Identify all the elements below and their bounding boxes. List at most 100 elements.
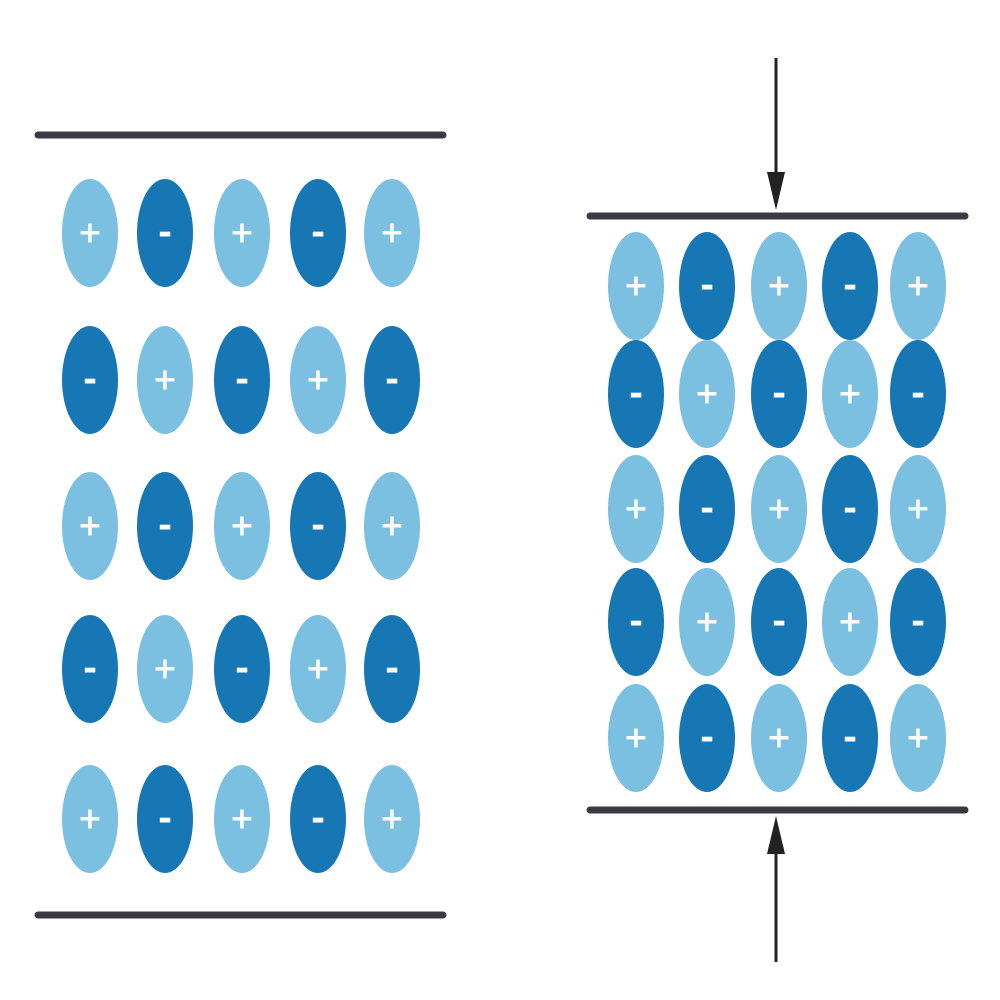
ion-body <box>608 340 664 448</box>
positive-ion: + <box>62 765 118 873</box>
positive-ion: + <box>890 455 946 563</box>
ion-sign-label: - <box>311 799 325 839</box>
positive-ion: + <box>364 472 420 580</box>
ion-body <box>290 615 346 723</box>
negative-ion: - <box>137 179 193 287</box>
negative-ion: - <box>822 455 878 563</box>
ion-body <box>608 568 664 676</box>
ion-body <box>890 684 946 792</box>
positive-ion: + <box>608 684 664 792</box>
positive-ion: + <box>214 472 270 580</box>
negative-ion: - <box>751 568 807 676</box>
ion-body <box>137 615 193 723</box>
ion-body <box>364 326 420 434</box>
ion-sign-label: - <box>311 213 325 253</box>
ion-sign-label: + <box>77 216 102 251</box>
negative-ion: - <box>679 455 735 563</box>
ion-sign-label: + <box>305 652 330 687</box>
ion-sign-label: + <box>229 802 254 837</box>
ion-sign-label: - <box>235 360 249 400</box>
ion-body <box>679 568 735 676</box>
negative-ion: - <box>751 340 807 448</box>
ion-body <box>679 340 735 448</box>
ion-body <box>290 765 346 873</box>
negative-ion: - <box>822 684 878 792</box>
positive-ion: + <box>751 684 807 792</box>
ion-sign-label: - <box>158 506 172 546</box>
ion-sign-label: + <box>694 377 719 412</box>
ion-sign-label: + <box>77 509 102 544</box>
positive-ion: + <box>364 179 420 287</box>
ion-body <box>290 326 346 434</box>
ion-sign-label: + <box>229 509 254 544</box>
ion-sign-label: - <box>629 602 643 642</box>
ion-sign-label: + <box>379 802 404 837</box>
ion-body <box>364 472 420 580</box>
ion-body <box>364 179 420 287</box>
positive-ion: + <box>608 455 664 563</box>
positive-ion: + <box>679 568 735 676</box>
positive-ion: + <box>214 179 270 287</box>
positive-ion: + <box>137 326 193 434</box>
ion-sign-label: + <box>905 269 930 304</box>
positive-ion: + <box>890 684 946 792</box>
ion-sign-label: + <box>623 721 648 756</box>
relaxed-lattice-panel: + - + - + - + - + - + - + - + - + - + - + - + - + <box>34 131 447 919</box>
ion-sign-label: - <box>700 266 714 306</box>
ion-sign-label: + <box>905 721 930 756</box>
ion-body <box>214 472 270 580</box>
ion-sign-label: - <box>83 649 97 689</box>
negative-ion: - <box>364 615 420 723</box>
ion-body <box>62 326 118 434</box>
ion-sign-label: + <box>623 269 648 304</box>
ion-body <box>679 684 735 792</box>
negative-ion: - <box>137 472 193 580</box>
negative-ion: - <box>290 472 346 580</box>
positive-ion: + <box>822 568 878 676</box>
ion-sign-label: - <box>843 718 857 758</box>
ion-body <box>822 340 878 448</box>
ion-sign-label: + <box>905 492 930 527</box>
ion-body <box>608 232 664 340</box>
negative-ion: - <box>364 326 420 434</box>
ion-body <box>137 472 193 580</box>
positive-ion: + <box>214 765 270 873</box>
ion-sign-label: - <box>629 374 643 414</box>
positive-ion: + <box>822 340 878 448</box>
negative-ion: - <box>62 615 118 723</box>
negative-ion: - <box>62 326 118 434</box>
positive-ion: + <box>137 615 193 723</box>
positive-ion: + <box>751 232 807 340</box>
ion-sign-label: + <box>305 363 330 398</box>
positive-ion: + <box>62 179 118 287</box>
positive-ion: + <box>751 455 807 563</box>
ion-sign-label: + <box>837 377 862 412</box>
ion-sign-label: + <box>766 492 791 527</box>
ion-sign-label: - <box>385 649 399 689</box>
ion-body <box>62 765 118 873</box>
negative-ion: - <box>890 340 946 448</box>
negative-ion: - <box>214 615 270 723</box>
ion-body <box>822 568 878 676</box>
ion-body <box>822 684 878 792</box>
ion-sign-label: + <box>77 802 102 837</box>
positive-ion: + <box>679 340 735 448</box>
ion-body <box>751 340 807 448</box>
ion-body <box>214 765 270 873</box>
ion-body <box>214 326 270 434</box>
ion-sign-label: - <box>772 602 786 642</box>
ion-sign-label: + <box>837 605 862 640</box>
negative-ion: - <box>137 765 193 873</box>
ion-body <box>62 179 118 287</box>
ion-sign-label: + <box>152 363 177 398</box>
negative-ion: - <box>608 340 664 448</box>
ion-sign-label: - <box>911 374 925 414</box>
ion-body <box>290 472 346 580</box>
ion-sign-label: + <box>694 605 719 640</box>
ion-body <box>364 765 420 873</box>
ion-sign-label: + <box>229 216 254 251</box>
positive-ion: + <box>62 472 118 580</box>
negative-ion: - <box>822 232 878 340</box>
ion-sign-label: - <box>235 649 249 689</box>
